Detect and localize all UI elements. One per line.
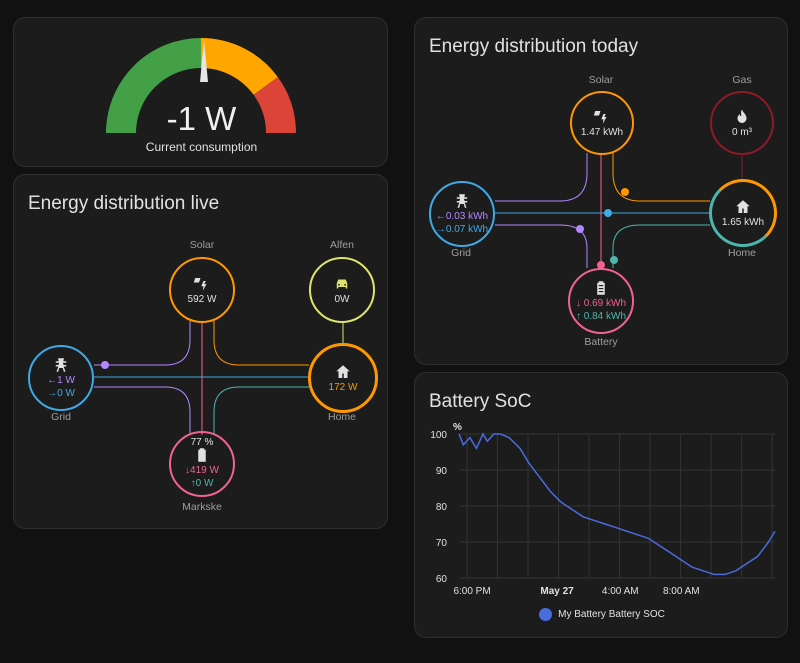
y-tick-label: 70 bbox=[436, 538, 448, 549]
legend-label: My Battery Battery SOC bbox=[558, 609, 665, 620]
today-battery-in: ↓ 0.69 kWh bbox=[575, 298, 627, 309]
home-icon bbox=[736, 199, 750, 213]
battery-icon bbox=[597, 281, 605, 295]
legend-dot bbox=[539, 608, 553, 621]
live-solar-value: 592 W bbox=[187, 293, 217, 305]
soc-title: Battery SoC bbox=[429, 391, 532, 412]
soc-unit: % bbox=[453, 422, 462, 433]
today-gas-label: Gas bbox=[732, 74, 752, 86]
x-tick-label: May 27 bbox=[540, 586, 574, 597]
live-grid-label: Grid bbox=[51, 411, 71, 423]
energy-live-card: Energy distribution live Solar 592 W Alf… bbox=[13, 174, 388, 529]
home-icon bbox=[336, 364, 350, 378]
today-home-value: 1.65 kWh bbox=[721, 216, 765, 228]
soc-series-line bbox=[458, 432, 776, 576]
car-icon bbox=[336, 279, 348, 288]
live-grid-in: ←1 W bbox=[47, 375, 75, 386]
today-solar-value: 1.47 kWh bbox=[580, 126, 624, 138]
gauge-card: -1 W Current consumption bbox=[13, 17, 388, 167]
y-tick-label: 90 bbox=[436, 466, 448, 477]
x-tick-label: 4:00 AM bbox=[602, 586, 639, 597]
gauge-needle bbox=[200, 40, 208, 82]
y-tick-label: 80 bbox=[436, 502, 448, 513]
live-battery-label: Markske bbox=[182, 501, 222, 513]
today-battery-node[interactable]: ↓ 0.69 kWh ↑ 0.84 kWh bbox=[568, 268, 634, 334]
gauge-label: Current consumption bbox=[145, 140, 258, 154]
battery-icon bbox=[198, 448, 206, 462]
y-tick-label: 100 bbox=[430, 430, 447, 441]
gauge-value: -1 W bbox=[166, 100, 237, 137]
today-grid-label: Grid bbox=[451, 247, 471, 259]
live-home-node[interactable]: 172 W bbox=[308, 343, 378, 413]
solar-power-icon bbox=[193, 277, 207, 291]
fire-icon bbox=[737, 109, 747, 123]
transmission-tower-icon bbox=[456, 194, 468, 208]
live-battery-out: ↑0 W bbox=[190, 478, 214, 489]
soc-legend[interactable]: My Battery Battery SOC bbox=[415, 608, 787, 621]
live-grid-node[interactable]: ←1 W →0 W bbox=[28, 345, 94, 411]
live-grid-out: →0 W bbox=[47, 388, 75, 399]
today-grid-out: →0.07 kWh bbox=[435, 224, 489, 235]
today-grid-in: ←0.03 kWh bbox=[435, 211, 489, 222]
x-tick-label: 6:00 PM bbox=[453, 586, 490, 597]
live-ev-node[interactable]: 0W bbox=[309, 257, 375, 323]
live-ev-value: 0W bbox=[334, 293, 350, 305]
today-battery-out: ↑ 0.84 kWh bbox=[575, 311, 627, 322]
today-battery-label: Battery bbox=[584, 336, 618, 348]
consumption-gauge bbox=[106, 38, 296, 134]
energy-today-title: Energy distribution today bbox=[429, 36, 639, 57]
today-flow-lines bbox=[495, 153, 743, 269]
live-battery-node[interactable]: ↓419 W ↑0 W bbox=[169, 431, 235, 497]
today-grid-node[interactable]: ←0.03 kWh →0.07 kWh bbox=[429, 181, 495, 247]
y-tick-label: 60 bbox=[436, 574, 448, 585]
today-solar-node[interactable]: 1.47 kWh bbox=[570, 91, 634, 155]
energy-live-title: Energy distribution live bbox=[28, 193, 220, 214]
x-tick-label: 8:00 AM bbox=[663, 586, 700, 597]
today-gas-node[interactable]: 0 m³ bbox=[710, 91, 774, 155]
soc-chart: 100 90 80 70 60 6:00 PM May 27 4:00 AM 8:00 AM bbox=[430, 430, 776, 597]
battery-soc-card: Battery SoC % 100 90 80 70 60 6:00 PM May 27 4:… bbox=[414, 372, 788, 638]
live-solar-label: Solar bbox=[189, 239, 215, 251]
solar-power-icon bbox=[593, 110, 607, 124]
today-solar-label: Solar bbox=[588, 74, 614, 86]
today-home-label: Home bbox=[727, 247, 756, 259]
today-home-node[interactable]: 1.65 kWh bbox=[709, 179, 777, 247]
live-flow-lines bbox=[94, 321, 344, 435]
live-ev-label: Alfen bbox=[330, 239, 354, 251]
transmission-tower-icon bbox=[55, 358, 67, 372]
live-home-label: Home bbox=[327, 411, 356, 423]
energy-today-card: Energy distribution today Solar 1.47 kWh… bbox=[414, 17, 788, 365]
today-gas-value: 0 m³ bbox=[732, 126, 752, 138]
live-battery-in: ↓419 W bbox=[185, 465, 219, 476]
live-solar-node[interactable]: 592 W bbox=[169, 257, 235, 323]
live-home-value: 172 W bbox=[328, 381, 358, 393]
